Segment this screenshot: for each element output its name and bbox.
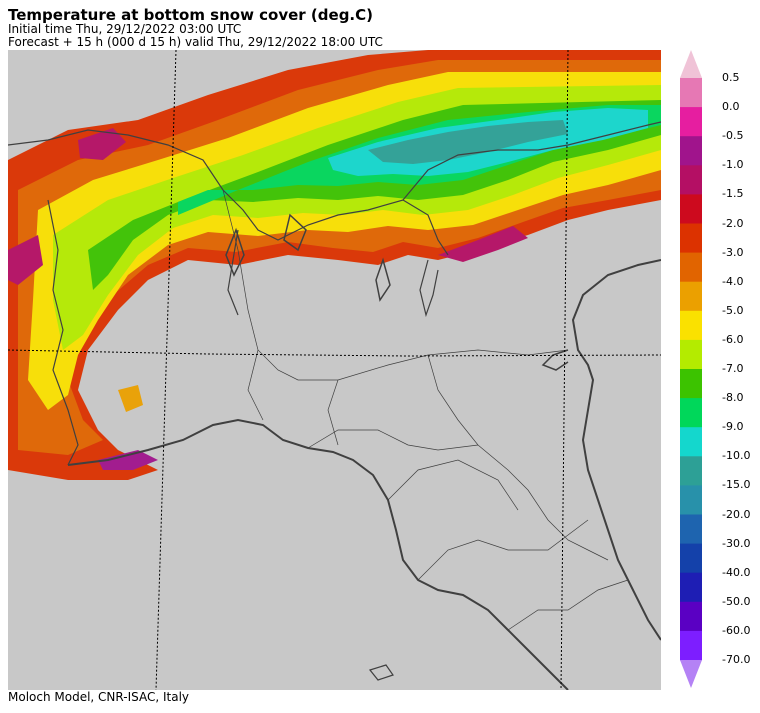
legend-swatch [680, 601, 702, 632]
legend-swatch [680, 165, 702, 195]
field-teal-core [368, 120, 568, 164]
initial-time: Initial time Thu, 29/12/2022 03:00 UTC [8, 22, 242, 36]
legend-label: -1.5 [722, 187, 744, 201]
legend-label: -1.0 [722, 158, 744, 172]
legend-swatch [680, 514, 702, 545]
legend-label: -8.0 [722, 391, 744, 405]
map-title: Temperature at bottom snow cover (deg.C) [8, 6, 373, 24]
regional-borders [222, 189, 629, 631]
border-france-italy [47, 199, 79, 466]
legend-label: 0.5 [722, 71, 740, 84]
map-canvas [8, 50, 661, 690]
legend-swatch [680, 223, 702, 254]
lake-como [283, 213, 307, 252]
legend-label: -50.0 [722, 594, 751, 608]
lake-garda [375, 257, 391, 302]
legend-label: -6.0 [722, 332, 744, 346]
legend-label: -4.0 [722, 274, 744, 288]
legend-label: -15.0 [722, 478, 751, 492]
field-magenta-patch-4 [98, 450, 158, 470]
legend-swatch [680, 398, 702, 428]
border-lakes [227, 229, 439, 318]
legend-swatch [680, 136, 702, 166]
island-elba [368, 664, 394, 681]
legend-swatch [680, 281, 702, 312]
legend-swatch [680, 630, 702, 661]
field-magenta-patch-1 [78, 128, 126, 160]
legend-label: -40.0 [722, 565, 751, 579]
legend-label: -3.0 [722, 245, 744, 259]
legend-label: -20.0 [722, 507, 751, 521]
legend-swatch [680, 456, 702, 486]
legend-label: -30.0 [722, 536, 751, 550]
border-austria [402, 121, 661, 201]
lake-maggiore [225, 227, 245, 277]
legend-swatch [680, 194, 702, 224]
legend-label: -5.0 [722, 303, 744, 317]
coastline-ligurian [67, 418, 569, 690]
field-magenta-patch-3 [8, 235, 43, 285]
snow-temperature-map [8, 50, 661, 690]
legend-swatch [680, 310, 702, 341]
legend-top-arrow [680, 50, 702, 78]
legend-label: -9.0 [722, 420, 744, 434]
legend-label: -60.0 [722, 623, 751, 637]
legend-swatch [680, 369, 702, 399]
legend-swatch [680, 485, 702, 515]
coastline-adriatic [571, 259, 661, 641]
parallel-1 [8, 349, 661, 357]
legend-swatch [680, 339, 702, 370]
graticule [8, 50, 661, 690]
legend-swatch [680, 427, 702, 457]
legend-label: -2.0 [722, 216, 744, 230]
legend-label: -7.0 [722, 362, 744, 375]
border-switzerland [8, 129, 449, 256]
meridian-2 [560, 50, 569, 690]
model-credit: Moloch Model, CNR-ISAC, Italy [8, 690, 190, 704]
meridian-1 [155, 50, 177, 690]
legend-swatch [680, 543, 702, 574]
legend-swatch [680, 78, 702, 108]
map-outlines [8, 121, 661, 690]
legend-label: -10.0 [722, 449, 751, 463]
forecast-validity: Forecast + 15 h (000 d 15 h) valid Thu, … [8, 35, 383, 49]
color-legend: 0.5 0.0 -0.5 -1.0 -1.5 -2.0 -3.0 -4.0 -5.0 -6.0 -7… [678, 50, 758, 692]
legend-bottom-arrow [680, 660, 702, 688]
legend-label: -0.5 [722, 129, 744, 143]
field-magenta-patch-2 [438, 226, 528, 262]
field-orange-patch [118, 385, 143, 412]
legend-swatch [680, 572, 702, 603]
legend-swatch [680, 252, 702, 283]
legend-swatch [680, 107, 702, 137]
legend-label: -70.0 [722, 653, 751, 666]
legend-bar [680, 50, 702, 688]
coastline-venice [541, 349, 569, 371]
temperature-field [8, 50, 661, 480]
legend-label: 0.0 [722, 100, 740, 114]
